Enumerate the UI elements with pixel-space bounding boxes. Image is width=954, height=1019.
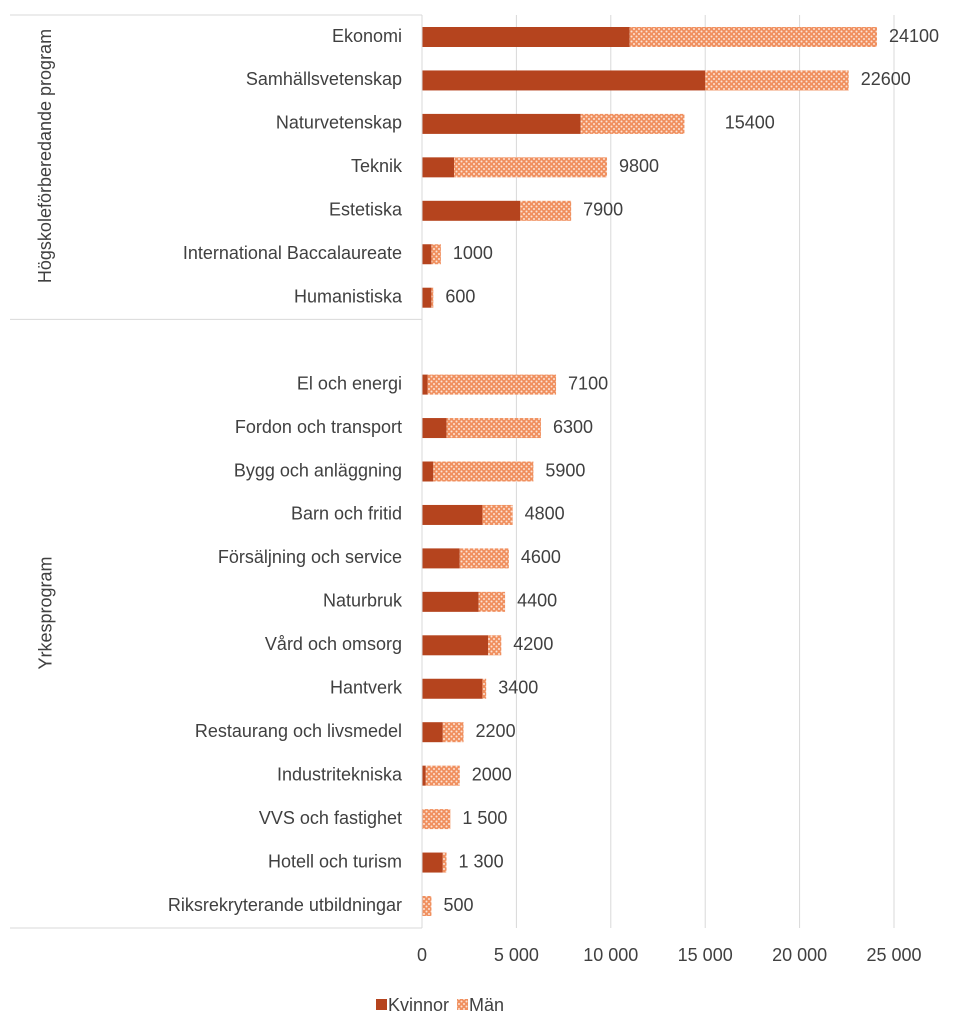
data-label: 4400	[517, 591, 557, 611]
legend-marker	[376, 999, 387, 1010]
bar-segment	[478, 591, 506, 612]
bar-segment	[422, 896, 432, 916]
y-tick-label: Vård och omsorg	[265, 634, 402, 654]
bar-segment	[431, 244, 441, 265]
y-tick-label: Naturvetenskap	[276, 113, 402, 133]
data-label: 4200	[513, 634, 553, 654]
bar-segment	[488, 635, 502, 656]
bar-segment	[580, 113, 685, 134]
bar-segment	[422, 722, 443, 743]
x-tick-label: 10 000	[583, 945, 638, 965]
data-label: 7900	[583, 200, 623, 220]
x-tick-label: 5 000	[494, 945, 539, 965]
y-tick-label: Teknik	[351, 156, 403, 176]
bar-segment	[433, 461, 534, 482]
x-tick-label: 20 000	[772, 945, 827, 965]
y-tick-label: Riksrekryterande utbildningar	[168, 895, 402, 915]
data-label: 2000	[472, 764, 512, 784]
bar-segment	[482, 678, 487, 699]
bar-segment	[459, 548, 509, 569]
y-tick-label: Bygg och anläggning	[234, 460, 402, 480]
x-tick-label: 0	[417, 945, 427, 965]
data-label: 24100	[889, 26, 939, 46]
bar-segment	[422, 27, 630, 47]
y-tick-label: Hotell och turism	[268, 851, 402, 871]
data-label: 22600	[861, 69, 911, 89]
bar-segment	[427, 374, 557, 395]
bar-segment	[431, 287, 434, 308]
data-label: 600	[445, 286, 475, 306]
bar-segment	[422, 591, 479, 612]
bar-segment	[422, 765, 426, 786]
bar-segment	[422, 678, 483, 699]
bar-segment	[422, 461, 434, 482]
x-tick-label: 15 000	[678, 945, 733, 965]
data-label: 2200	[476, 721, 516, 741]
bar-segment	[422, 200, 521, 221]
data-label: 4800	[525, 504, 565, 524]
data-label: 9800	[619, 156, 659, 176]
data-label: 1000	[453, 243, 493, 263]
bar-segment	[422, 418, 447, 439]
data-label: 15400	[725, 113, 775, 133]
bar-segment	[482, 504, 513, 525]
y-tick-label: Samhällsvetenskap	[246, 69, 402, 89]
y-tick-label: Ekonomi	[332, 26, 402, 46]
data-label: 1 500	[462, 808, 507, 828]
x-tick-label: 25 000	[866, 945, 921, 965]
y-tick-label: Humanistiska	[294, 286, 403, 306]
bar-segment	[422, 852, 443, 873]
y-tick-label: VVS och fastighet	[259, 808, 402, 828]
bar-segment	[422, 504, 483, 525]
bar-segment	[422, 157, 455, 178]
bar-segment	[442, 722, 464, 743]
bar-segment	[422, 635, 489, 656]
bar-segment	[520, 200, 572, 221]
bar-segment	[446, 418, 541, 439]
y-tick-label: Fordon och transport	[235, 417, 402, 437]
legend-label: Män	[469, 995, 504, 1015]
data-label: 4600	[521, 547, 561, 567]
bar-segment	[422, 809, 451, 830]
y-tick-label: Barn och fritid	[291, 504, 402, 524]
y-tick-label: Estetiska	[329, 200, 403, 220]
y-tick-label: El och energi	[297, 373, 402, 393]
data-label: 5900	[545, 460, 585, 480]
y-tick-label: International Baccalaureate	[183, 243, 402, 263]
y-tick-label: Industritekniska	[277, 764, 403, 784]
bar-segment	[422, 244, 432, 265]
bar-segment	[422, 287, 432, 308]
bar-segment	[422, 374, 428, 395]
y-tick-label: Naturbruk	[323, 591, 403, 611]
y-tick-label: Hantverk	[330, 678, 403, 698]
data-label: 3400	[498, 678, 538, 698]
group-label: Högskoleförberedande program	[35, 29, 56, 284]
data-label: 6300	[553, 417, 593, 437]
legend-marker	[457, 999, 469, 1010]
y-tick-label: Restaurang och livsmedel	[195, 721, 402, 741]
bar-segment	[425, 765, 460, 786]
bar-segment	[442, 852, 447, 873]
bar-segment	[422, 70, 706, 91]
data-label: 500	[443, 895, 473, 915]
y-tick-label: Försäljning och service	[218, 547, 402, 567]
data-label: 1 300	[459, 851, 504, 871]
legend-label: Kvinnor	[388, 995, 449, 1015]
bar-segment	[629, 27, 878, 47]
group-label: Yrkesprogram	[35, 556, 55, 670]
data-label: 7100	[568, 373, 608, 393]
bar-segment	[705, 70, 849, 91]
bar-segment	[454, 157, 608, 178]
bar-segment	[422, 113, 581, 134]
bar-segment	[422, 548, 460, 569]
